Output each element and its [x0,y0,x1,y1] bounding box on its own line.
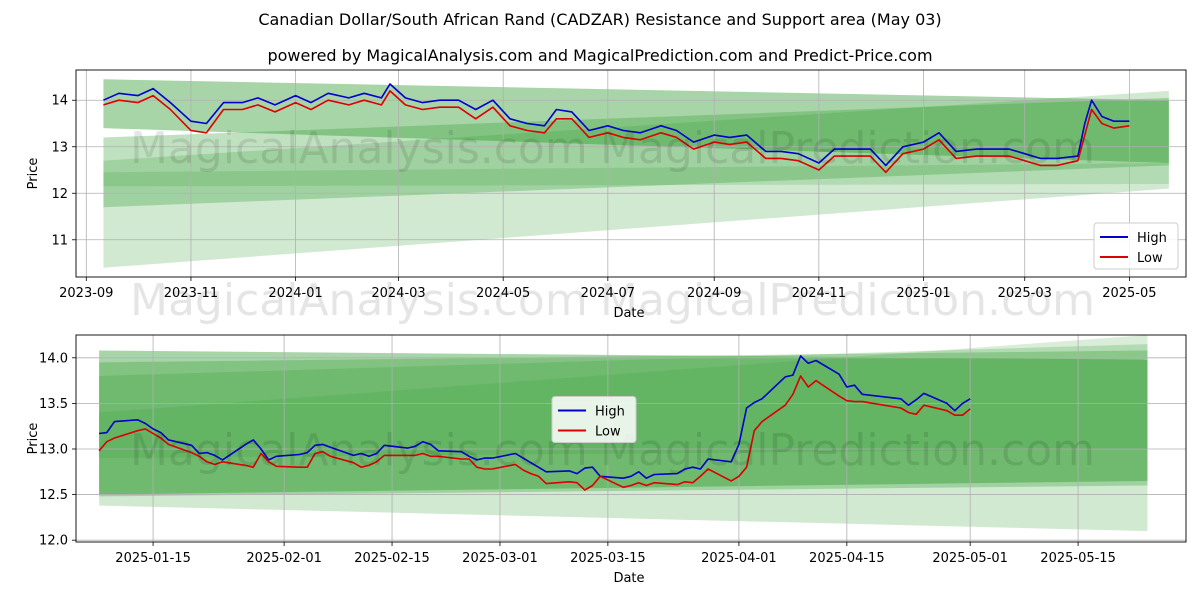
axes-frame [75,334,1187,543]
legend: High Low [551,396,637,443]
y-tick-label: 13.0 [39,442,68,457]
watermark: MagicalPrediction.com [600,123,1095,174]
y-tick-label: 12.5 [39,488,68,503]
y-tick-label: 13.5 [39,397,68,412]
x-tick-label: 2024-05 [476,286,530,301]
resistance-support-band [103,163,1169,187]
y-axis-label: Price [26,423,41,455]
x-tick-label: 2024-03 [371,286,425,301]
legend-label-low: Low [1137,251,1163,266]
x-tick-label: 2025-03 [998,286,1052,301]
chart-title: Canadian Dollar/South African Rand (CADZ… [258,10,942,29]
x-tick-label: 2025-05-15 [1040,551,1116,566]
axes-frame [75,69,1187,278]
x-tick-label: 2025-03-01 [462,551,538,566]
y-tick-label: 12 [51,187,68,202]
x-tick-label: 2025-05-01 [932,551,1008,566]
series-line-high [103,83,1130,167]
y-tick-label: 11 [51,233,68,248]
series-line-high [99,355,971,479]
plot-area [76,70,1186,277]
series-line-low [103,90,1130,174]
x-tick-label: 2023-11 [164,286,218,301]
x-tick-label: 2025-02-15 [354,551,430,566]
y-tick-label: 13 [51,140,68,155]
x-tick-label: 2025-05 [1102,286,1156,301]
x-tick-label: 2024-11 [792,286,846,301]
y-axis-label: Price [26,158,41,190]
x-tick-label: 2025-04-15 [809,551,885,566]
legend: High Low [1093,222,1179,270]
x-tick-label: 2025-01 [896,286,950,301]
x-tick-label: 2025-01-15 [115,551,191,566]
legend-label-high: High [595,405,625,420]
x-tick-label: 2024-07 [581,286,635,301]
series-line-low [98,375,971,491]
x-axis-label: Date [613,571,644,586]
top-price-panel: 2023-09 2023-11 2024-01 2024-03 2024-05 2024-… [26,69,1187,326]
bottom-price-panel: 2025-01-15 2025-02-01 2025-02-15 2025-03-01… [26,334,1187,586]
x-tick-label: 2024-09 [687,286,741,301]
legend-label-low: Low [595,425,621,440]
x-tick-label: 2025-03-15 [570,551,646,566]
watermark: MagicalAnalysis.com [130,123,588,174]
x-tick-label: 2023-09 [59,286,113,301]
resistance-support-band [103,97,1169,208]
x-tick-label: 2025-04-01 [701,551,777,566]
watermark: MagicalPrediction.com [600,275,1095,326]
x-tick-label: 2024-01 [268,286,322,301]
chart-subtitle: powered by MagicalAnalysis.com and Magic… [267,46,933,65]
watermark: MagicalAnalysis.com [130,425,588,476]
resistance-support-band [103,90,1169,268]
watermark: MagicalAnalysis.com [130,275,588,326]
legend-label-high: High [1137,231,1167,246]
y-tick-label: 14.0 [39,351,68,366]
y-tick-label: 12.0 [39,534,68,549]
y-tick-label: 14 [51,94,68,109]
x-tick-label: 2025-02-01 [246,551,322,566]
watermark: MagicalPrediction.com [600,425,1095,476]
x-axis-label: Date [613,306,644,321]
